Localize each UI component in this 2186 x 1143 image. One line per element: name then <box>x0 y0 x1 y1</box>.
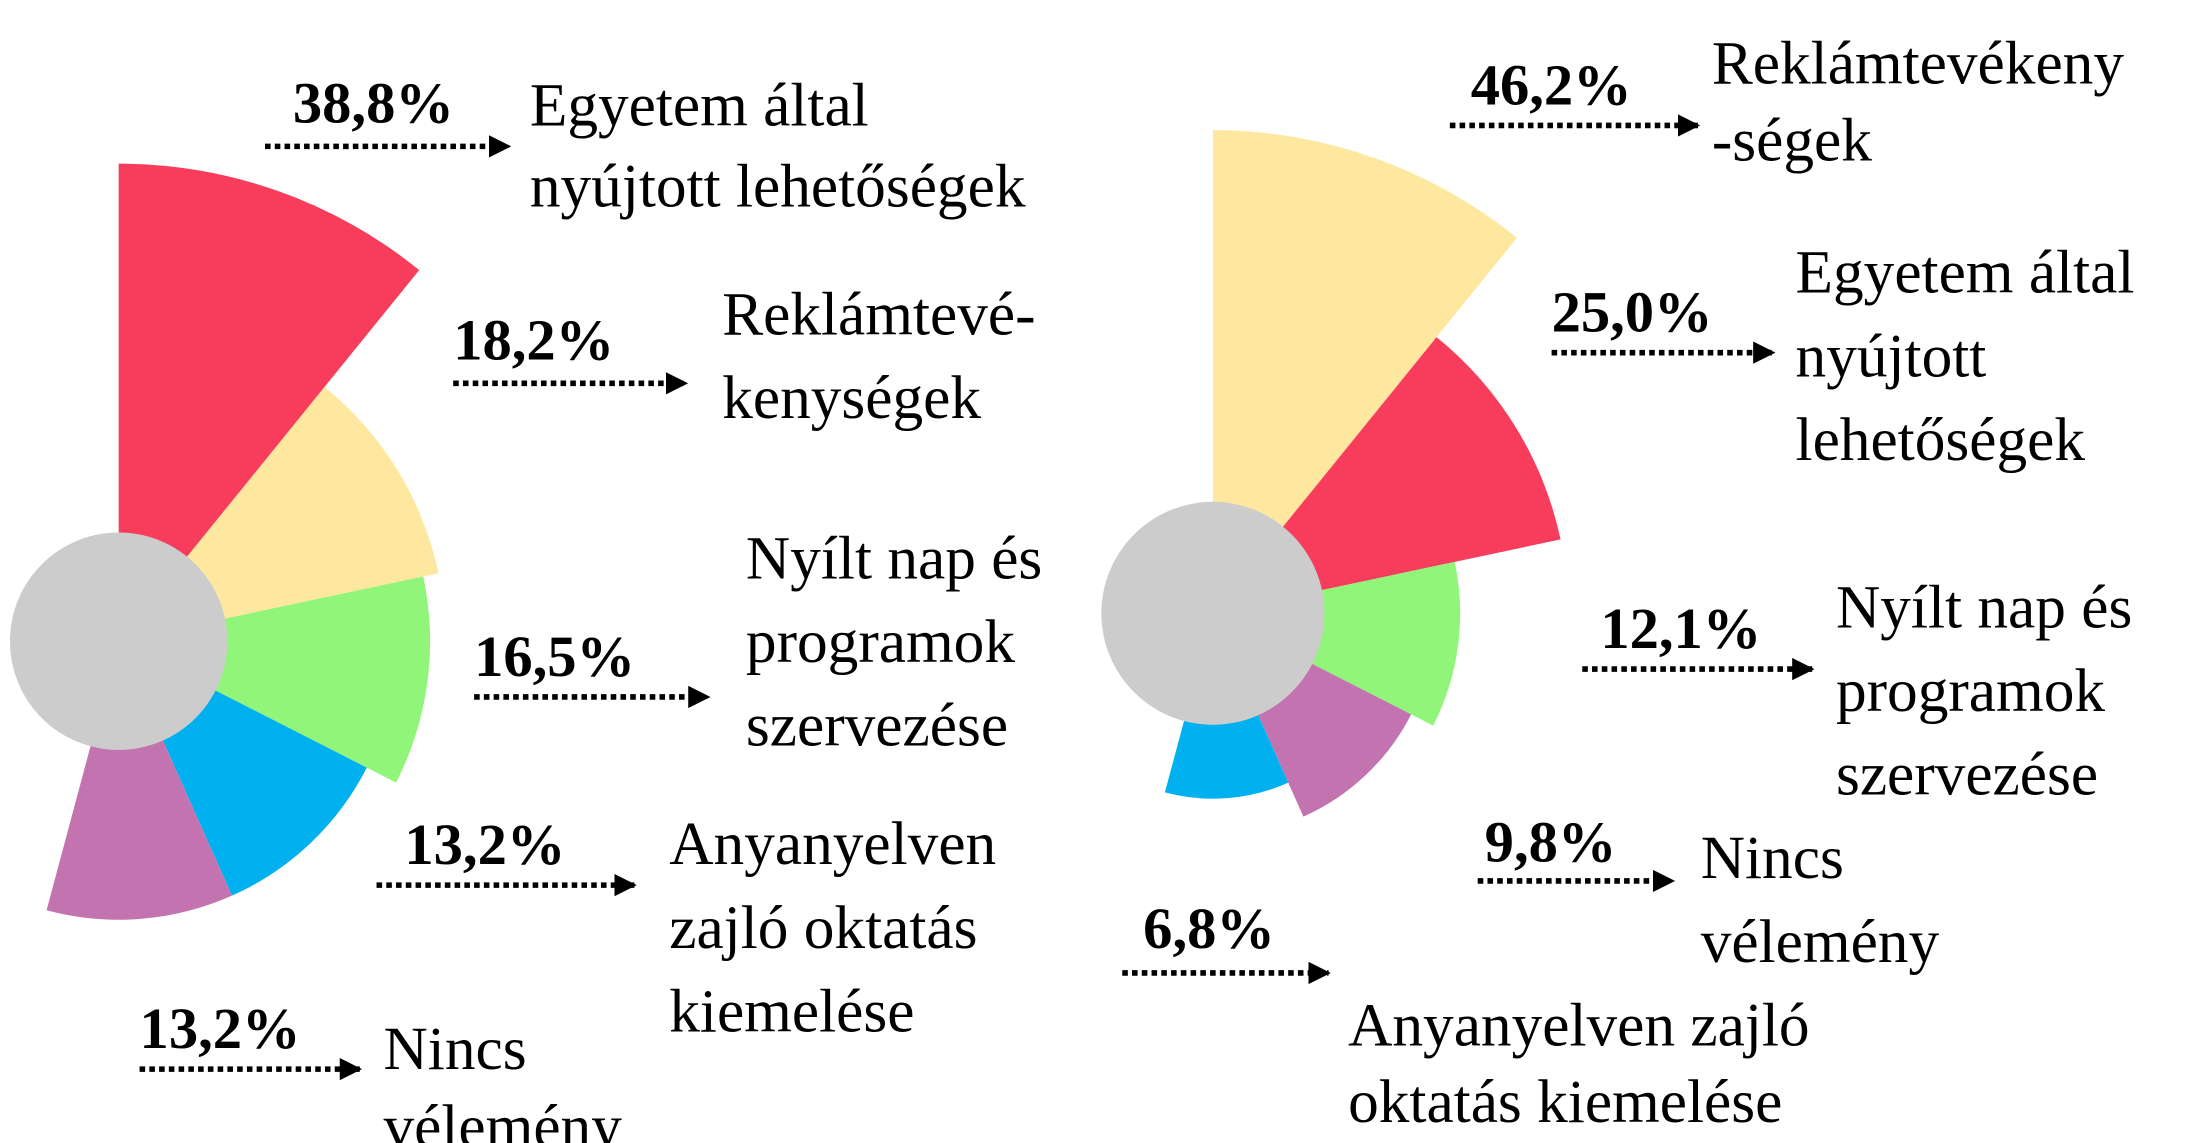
category-label: vélemény <box>384 1093 623 1143</box>
sector <box>46 641 232 920</box>
category-label: Nincs <box>384 1015 527 1083</box>
category-label: Nincs <box>1701 824 1844 892</box>
category-label: vélemény <box>1701 908 1940 976</box>
value-label: 18,2% <box>453 308 614 373</box>
category-label: Egyetem által <box>530 71 869 139</box>
sector <box>118 163 420 642</box>
category-label: Reklámtevékeny <box>1712 30 2124 98</box>
category-label: Anyanyelven <box>669 810 996 878</box>
category-label: programok <box>746 608 1015 676</box>
value-label: 9,8% <box>1485 809 1617 874</box>
category-label: nyújtott lehetőségek <box>530 152 1026 220</box>
category-label: Anyanyelven zajló <box>1348 991 1810 1059</box>
value-label: 38,8% <box>293 71 454 136</box>
category-label: Nyílt nap és <box>746 524 1042 592</box>
category-label: szervezése <box>1836 741 2098 809</box>
value-label: 6,8% <box>1143 896 1275 961</box>
category-label: Egyetem által <box>1796 239 2135 307</box>
category-label: zajló oktatás <box>669 894 977 962</box>
value-label: 12,1% <box>1600 596 1761 661</box>
category-label: -ségek <box>1712 106 1872 174</box>
category-label: oktatás kiemelése <box>1348 1068 1782 1136</box>
category-label: programok <box>1836 657 2105 725</box>
category-label: Nyílt nap és <box>1836 573 2132 641</box>
value-label: 16,5% <box>474 624 635 689</box>
category-label: Reklámtevé- <box>722 281 1035 349</box>
center-circle <box>1101 501 1325 725</box>
value-label: 25,0% <box>1552 280 1713 345</box>
value-label: 46,2% <box>1471 53 1632 118</box>
category-label: lehetőségek <box>1796 406 2086 474</box>
category-label: kenységek <box>722 364 981 432</box>
category-label: szervezése <box>746 692 1008 760</box>
sector <box>1212 130 1517 614</box>
value-label: 13,2% <box>140 996 301 1061</box>
category-label: kiemelése <box>669 977 914 1045</box>
center-circle <box>9 532 228 750</box>
category-label: nyújtott <box>1796 322 1987 390</box>
value-label: 13,2% <box>404 812 565 877</box>
